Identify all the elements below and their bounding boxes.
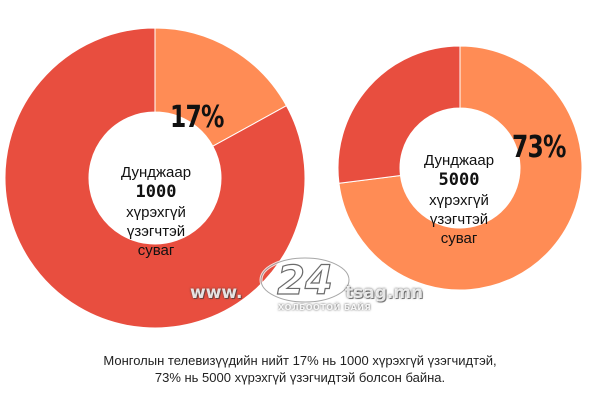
watermark-logo-text: 24 [277, 258, 333, 304]
caption-line2: 73% нь 5000 хүрэхгүй үзэгчидтэй болсон б… [154, 370, 446, 385]
donut-slice-1-1 [337, 45, 461, 184]
center-line3: үзэгчтэй [429, 211, 489, 228]
center-text-1000: Дунджаар 1000 хүрэхгүй үзэгчтэй суваг [101, 163, 211, 260]
center-text-5000: Дунджаар 5000 хүрэхгүй үзэгчтэй суваг [404, 151, 514, 248]
center-line1: Дунджаар [120, 164, 192, 181]
center-number: 1000 [135, 182, 177, 202]
watermark-www: www. [190, 283, 243, 303]
donut-slice-1-0 [338, 45, 583, 291]
caption-line1: Монголын телевизүүдийн нийт 17% нь 1000 … [103, 353, 497, 368]
watermark-subtitle: ХОЛБООТОЙ БАЙЯ [278, 303, 372, 312]
center-line4: суваг [137, 242, 175, 259]
donut-chart-5000 [337, 45, 583, 291]
watermark-logo: 24 [259, 256, 351, 305]
caption: Монголын телевизүүдийн нийт 17% нь 1000 … [0, 352, 600, 386]
center-line3: үзэгчтэй [126, 223, 186, 240]
watermark: www. 24 tsag.mn ХОЛБООТОЙ БАЙЯ [190, 250, 450, 320]
center-line4: суваг [440, 230, 478, 247]
donut-chart-1000 [4, 27, 306, 329]
center-line2: хүрэхгүй [126, 204, 186, 221]
center-line1: Дунджаар [423, 152, 495, 169]
percent-label-73: 73% [512, 130, 566, 165]
center-line2: хүрэхгүй [429, 192, 489, 209]
donut-slice-0-0 [154, 27, 288, 147]
percent-label-17: 17% [170, 100, 224, 135]
center-number: 5000 [438, 170, 480, 190]
watermark-domain: tsag.mn [345, 283, 424, 303]
donut-slice-0-1 [4, 27, 306, 329]
